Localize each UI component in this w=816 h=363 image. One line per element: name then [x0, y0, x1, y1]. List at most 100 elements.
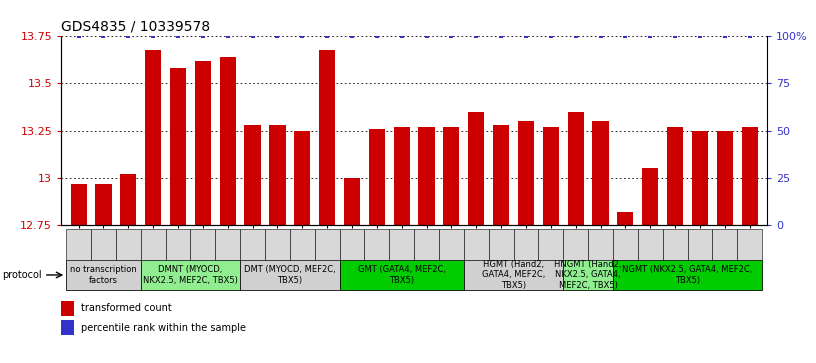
Bar	[170, 68, 186, 225]
Bar	[339, 229, 365, 290]
Bar	[613, 229, 638, 290]
Text: HNGMT (Hand2,
NKX2.5, GATA4,
MEF2C, TBX5): HNGMT (Hand2, NKX2.5, GATA4, MEF2C, TBX5…	[554, 260, 622, 290]
Text: percentile rank within the sample: percentile rank within the sample	[81, 323, 246, 333]
Bar	[568, 112, 583, 225]
Bar	[61, 320, 73, 335]
Text: no transcription
factors: no transcription factors	[70, 265, 137, 285]
Point	[246, 33, 259, 39]
Bar	[240, 229, 265, 290]
Bar	[642, 168, 659, 225]
Point	[197, 33, 210, 39]
Bar	[489, 229, 513, 290]
Bar	[95, 184, 112, 225]
Bar	[290, 229, 315, 290]
Bar	[463, 260, 563, 290]
Text: DMT (MYOCD, MEF2C,
TBX5): DMT (MYOCD, MEF2C, TBX5)	[244, 265, 335, 285]
Bar	[240, 260, 339, 290]
Text: NGMT (NKX2.5, GATA4, MEF2C,
TBX5): NGMT (NKX2.5, GATA4, MEF2C, TBX5)	[623, 265, 752, 285]
Point	[321, 33, 334, 39]
Bar	[468, 112, 485, 225]
Text: GDS4835 / 10339578: GDS4835 / 10339578	[61, 20, 211, 34]
Bar	[716, 131, 733, 225]
Text: protocol: protocol	[2, 270, 42, 280]
Bar	[493, 125, 509, 225]
Bar	[389, 229, 414, 290]
Bar	[166, 229, 190, 290]
Bar	[563, 229, 588, 290]
Point	[72, 33, 85, 39]
Bar	[245, 125, 260, 225]
Bar	[319, 49, 335, 225]
Bar	[414, 229, 439, 290]
Point	[445, 33, 458, 39]
Point	[97, 33, 110, 39]
Bar	[463, 229, 489, 290]
Bar	[265, 229, 290, 290]
Bar	[543, 127, 559, 225]
Point	[171, 33, 184, 39]
Bar	[190, 229, 215, 290]
Bar	[539, 229, 563, 290]
Bar	[742, 127, 758, 225]
Point	[147, 33, 160, 39]
Point	[122, 33, 135, 39]
Bar	[220, 57, 236, 225]
Point	[494, 33, 508, 39]
Bar	[518, 121, 534, 225]
Point	[345, 33, 358, 39]
Bar	[592, 121, 609, 225]
Point	[594, 33, 607, 39]
Bar	[120, 174, 136, 225]
Bar	[116, 229, 140, 290]
Bar	[140, 229, 166, 290]
Bar	[692, 131, 708, 225]
Bar	[617, 212, 633, 225]
Point	[718, 33, 731, 39]
Bar	[638, 229, 663, 290]
Bar	[365, 229, 389, 290]
Bar	[145, 49, 162, 225]
Bar	[195, 61, 211, 225]
Bar	[563, 260, 613, 290]
Point	[295, 33, 308, 39]
Text: GMT (GATA4, MEF2C,
TBX5): GMT (GATA4, MEF2C, TBX5)	[357, 265, 446, 285]
Bar	[140, 260, 240, 290]
Bar	[443, 127, 459, 225]
Bar	[667, 127, 683, 225]
Bar	[369, 129, 385, 225]
Bar	[61, 301, 73, 316]
Bar	[70, 184, 86, 225]
Bar	[513, 229, 539, 290]
Bar	[339, 260, 463, 290]
Point	[644, 33, 657, 39]
Bar	[269, 125, 286, 225]
Point	[569, 33, 582, 39]
Text: transformed count: transformed count	[81, 303, 171, 313]
Bar	[737, 229, 762, 290]
Bar	[91, 229, 116, 290]
Bar	[315, 229, 339, 290]
Point	[370, 33, 384, 39]
Bar	[663, 229, 688, 290]
Point	[619, 33, 632, 39]
Point	[544, 33, 557, 39]
Text: DMNT (MYOCD,
NKX2.5, MEF2C, TBX5): DMNT (MYOCD, NKX2.5, MEF2C, TBX5)	[143, 265, 238, 285]
Text: HGMT (Hand2,
GATA4, MEF2C,
TBX5): HGMT (Hand2, GATA4, MEF2C, TBX5)	[481, 260, 545, 290]
Point	[221, 33, 234, 39]
Point	[694, 33, 707, 39]
Bar	[66, 260, 140, 290]
Bar	[712, 229, 737, 290]
Bar	[295, 131, 310, 225]
Bar	[588, 229, 613, 290]
Point	[743, 33, 756, 39]
Point	[520, 33, 533, 39]
Bar	[419, 127, 435, 225]
Point	[420, 33, 433, 39]
Bar	[66, 229, 91, 290]
Bar	[613, 260, 762, 290]
Bar	[344, 178, 360, 225]
Point	[271, 33, 284, 39]
Bar	[393, 127, 410, 225]
Bar	[688, 229, 712, 290]
Point	[395, 33, 408, 39]
